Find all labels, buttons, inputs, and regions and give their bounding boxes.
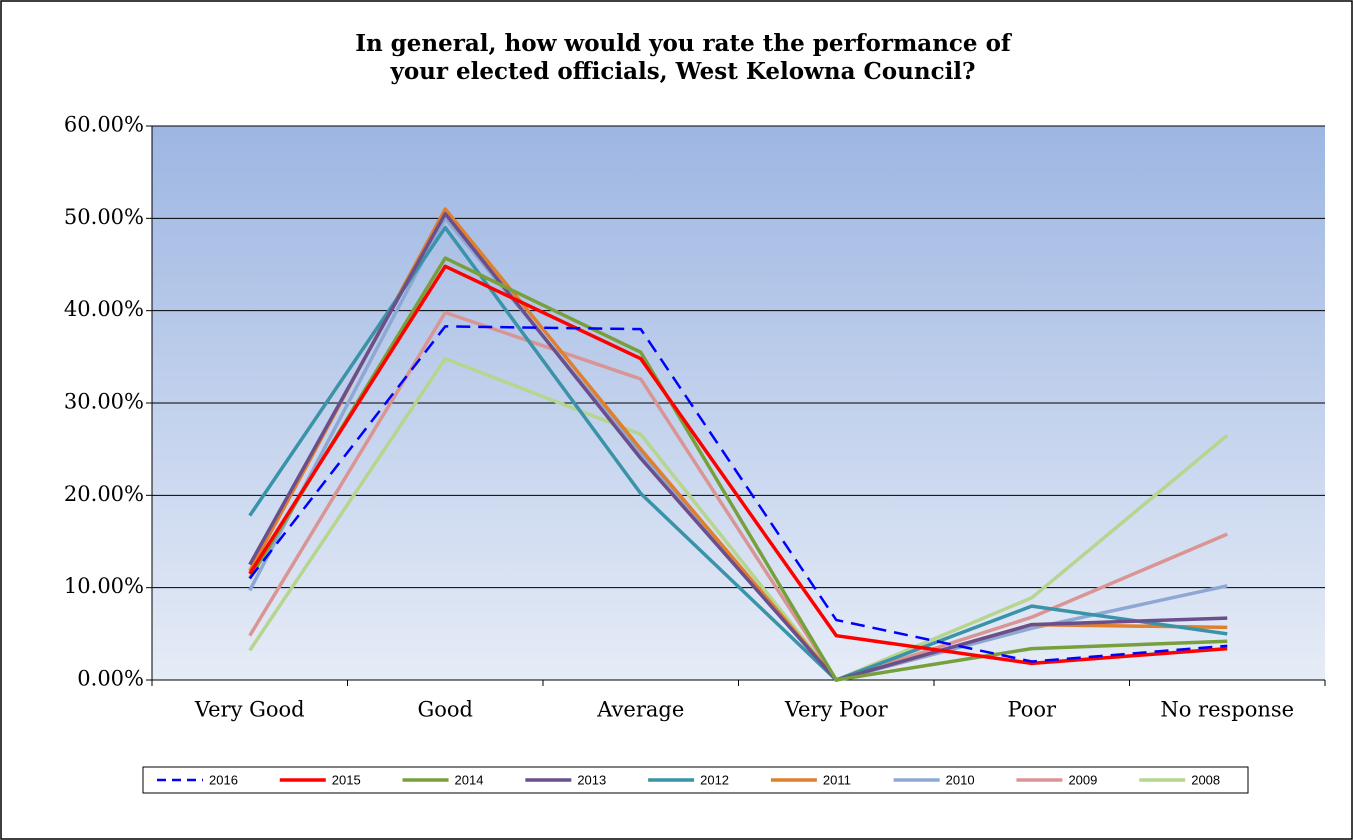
x-tick-label: Poor [1007,698,1057,722]
x-tick-label: Average [596,698,684,722]
chart-title: In general, how would you rate the perfo… [355,30,1013,85]
x-tick-label: Very Poor [784,698,889,722]
legend-label: 2014 [455,772,484,787]
legend-label: 2015 [332,772,361,787]
series-line [248,325,1228,663]
series-line [248,211,1228,682]
x-tick-label: Very Good [194,698,305,722]
series-line [248,356,1229,682]
series-line [248,264,1228,666]
y-tick-label: 40.00% [64,297,144,321]
series-line [248,256,1228,682]
x-tick-label: No response [1160,698,1294,722]
y-tick-label: 50.00% [64,205,144,229]
y-tick-label: 30.00% [64,390,144,414]
y-tick-label: 60.00% [64,113,144,137]
y-tick-label: 0.00% [77,667,144,691]
legend-label: 2016 [209,772,238,787]
y-tick-label: 10.00% [64,574,144,598]
legend-box [142,766,1249,794]
legend-label: 2012 [700,772,729,787]
legend-label: 2011 [823,772,851,787]
legend: 2016 2015 2014 2013 2012 2011 2010 2009 2008 [142,766,1249,794]
legend-label: 2009 [1068,772,1097,787]
y-tick-label: 20.00% [64,482,144,506]
legend-label: 2008 [1191,772,1220,787]
x-tick-label: Good [417,698,473,722]
legend-label: 2010 [946,772,975,787]
legend-label: 2013 [577,772,606,787]
